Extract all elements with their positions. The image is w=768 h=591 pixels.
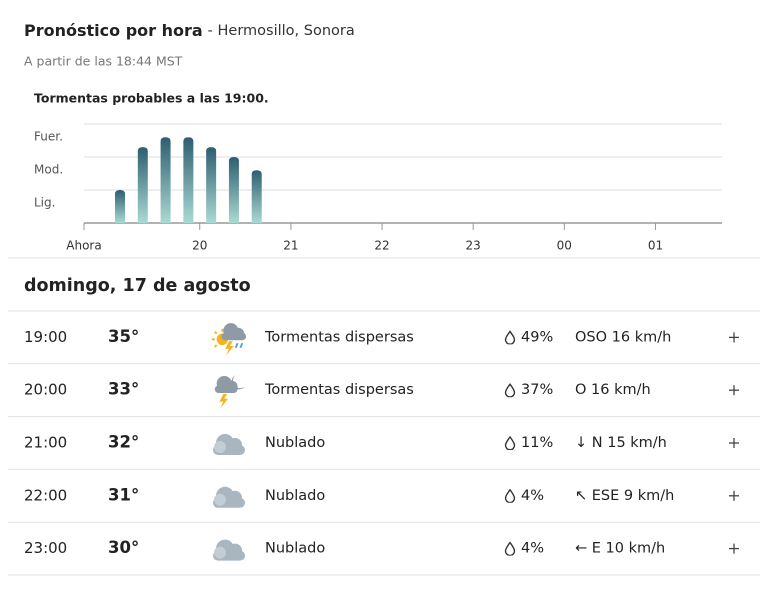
expand-button[interactable] <box>729 332 739 343</box>
condition: Tormentas dispersas <box>264 382 414 398</box>
forecast-row[interactable]: 21:00 32° Nublado 11% ↓ N 15 km/h <box>24 433 739 456</box>
precip: 4% <box>521 488 544 504</box>
bar <box>228 157 239 223</box>
bar <box>251 170 262 223</box>
bar <box>160 137 171 223</box>
expand-button[interactable] <box>729 438 739 448</box>
bar <box>183 137 194 223</box>
title: Pronóstico por hora <box>24 21 203 40</box>
temperature: 31° <box>108 485 139 504</box>
condition: Nublado <box>265 541 325 557</box>
weather-icon <box>213 486 245 508</box>
expand-button[interactable] <box>729 385 739 396</box>
y-tick-label: Lig. <box>34 196 55 210</box>
temperature: 35° <box>108 327 139 346</box>
expand-button[interactable] <box>729 543 739 554</box>
x-tick-label: 00 <box>557 239 572 253</box>
x-tick-label: Ahora <box>66 239 101 253</box>
time: 23:00 <box>24 539 67 557</box>
precip-icon <box>504 541 516 556</box>
precip: 4% <box>521 541 544 557</box>
wind: ← E 10 km/h <box>575 541 665 557</box>
day-heading: domingo, 17 de agosto <box>24 276 251 296</box>
x-tick-label: 01 <box>648 239 663 253</box>
condition: Nublado <box>265 488 325 504</box>
temperature: 33° <box>108 380 139 399</box>
precip-icon <box>504 489 516 503</box>
precip: 11% <box>521 435 553 451</box>
time: 19:00 <box>24 328 67 346</box>
wind: O 16 km/h <box>575 382 651 398</box>
precip-icon <box>504 330 516 345</box>
weather-icon <box>213 434 245 455</box>
y-tick-label: Fuer. <box>34 130 63 144</box>
temperature: 30° <box>108 538 139 557</box>
forecast-row[interactable]: 20:00 33° Tormentas dispersas 37% O 16 km/h <box>24 375 739 409</box>
forecast-row[interactable]: 22:00 31° Nublado 4% ↖ ESE 9 km/h <box>24 485 739 508</box>
precip-icon <box>504 436 516 450</box>
condition: Nublado <box>265 435 325 451</box>
bar <box>206 147 217 223</box>
temperature: 32° <box>108 433 139 452</box>
y-tick-label: Mod. <box>34 163 63 177</box>
time: 20:00 <box>24 381 67 399</box>
precip: 37% <box>521 382 553 398</box>
location: - Hermosillo, Sonora <box>208 23 355 39</box>
forecast-row[interactable]: 23:00 30° Nublado 4% ← E 10 km/h <box>24 538 739 561</box>
weather-icon <box>213 539 245 561</box>
wind: OSO 16 km/h <box>575 329 671 345</box>
bar <box>137 147 148 223</box>
chart-title: Tormentas probables a las 19:00. <box>34 91 269 106</box>
precip-icon <box>504 383 516 398</box>
condition: Tormentas dispersas <box>264 329 414 345</box>
time: 22:00 <box>24 486 67 504</box>
bar <box>115 190 126 223</box>
weather-icon <box>210 322 248 357</box>
weather-icon <box>214 375 246 409</box>
x-tick-label: 21 <box>283 239 298 253</box>
page-title: Pronóstico por hora - Hermosillo, Sonora <box>24 21 355 40</box>
x-tick-label: 22 <box>374 239 389 253</box>
wind: ↖ ESE 9 km/h <box>575 488 674 504</box>
x-tick-label: 23 <box>466 239 481 253</box>
x-tick-label: 20 <box>192 239 207 253</box>
precip: 49% <box>521 329 553 345</box>
wind: ↓ N 15 km/h <box>575 435 667 451</box>
forecast-row[interactable]: 19:00 35° Tormentas dispersas 49% OSO 16 km/… <box>24 322 739 357</box>
expand-button[interactable] <box>729 490 739 501</box>
updated: A partir de las 18:44 MST <box>24 54 183 69</box>
time: 21:00 <box>24 434 67 452</box>
